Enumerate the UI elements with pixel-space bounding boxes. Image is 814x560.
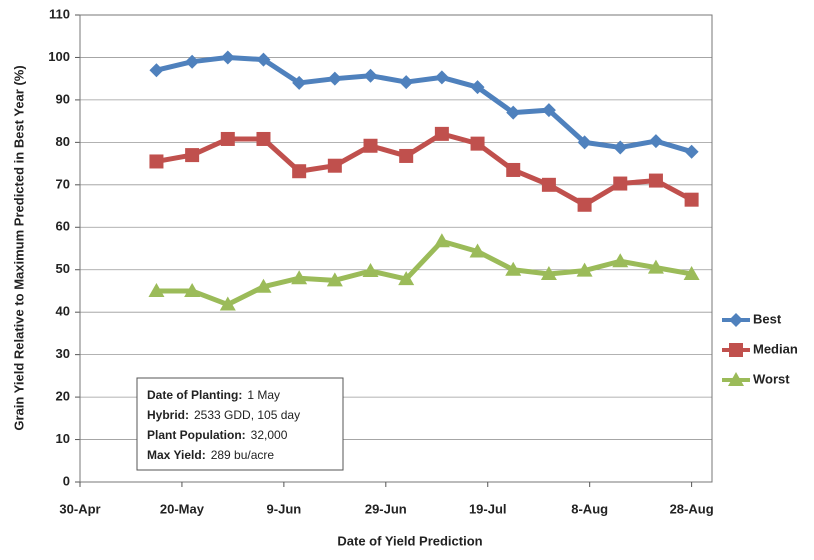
- y-tick-label: 70: [56, 176, 70, 191]
- point-marker: [684, 192, 699, 207]
- x-tick-label: 28-Aug: [670, 501, 714, 516]
- y-tick-label: 20: [56, 389, 70, 404]
- point-marker: [648, 134, 663, 149]
- info-line: Date of Planting: 1 May: [147, 388, 280, 402]
- point-marker: [469, 243, 486, 258]
- point-marker: [470, 80, 485, 95]
- point-marker: [612, 253, 629, 268]
- legend-label: Worst: [753, 371, 790, 386]
- point-marker: [292, 75, 307, 90]
- point-marker: [434, 126, 449, 141]
- y-tick-label: 100: [48, 49, 70, 64]
- x-tick-label: 9-Jun: [267, 501, 302, 516]
- point-marker: [185, 54, 200, 69]
- info-line: Max Yield: 289 bu/acre: [147, 448, 274, 462]
- info-label: Date of Planting:: [147, 388, 242, 402]
- y-tick-label: 90: [56, 91, 70, 106]
- point-marker: [327, 158, 342, 173]
- point-marker: [399, 148, 414, 163]
- info-box-frame: [136, 377, 344, 471]
- point-marker: [434, 70, 449, 85]
- point-marker: [363, 68, 378, 83]
- info-line: Hybrid: 2533 GDD, 105 day: [147, 408, 300, 422]
- point-marker: [291, 270, 308, 285]
- legend-marker: [729, 313, 743, 327]
- info-box: Date of Planting: 1 May Hybrid: 2533 GDD, 1…: [136, 377, 344, 471]
- x-tick-label: 8-Aug: [571, 501, 608, 516]
- point-marker: [684, 144, 699, 159]
- point-marker: [149, 154, 164, 169]
- point-marker: [398, 271, 415, 286]
- point-marker: [540, 265, 557, 280]
- point-marker: [433, 233, 450, 248]
- x-tick-label: 29-Jun: [365, 501, 407, 516]
- point-marker: [185, 148, 200, 163]
- legend-marker: [728, 372, 744, 386]
- point-marker: [148, 282, 165, 297]
- y-axis-title: Grain Yield Relative to Maximum Predicte…: [11, 65, 26, 430]
- point-marker: [220, 131, 235, 146]
- info-label: Max Yield:: [147, 448, 206, 462]
- point-marker: [184, 282, 201, 297]
- info-value: 2533 GDD, 105 day: [194, 408, 300, 422]
- y-tick-label: 40: [56, 304, 70, 319]
- point-marker: [683, 265, 700, 280]
- series-line: [156, 131, 693, 208]
- point-marker: [505, 261, 522, 276]
- point-marker: [255, 278, 272, 293]
- y-tick-label: 0: [63, 473, 70, 488]
- info-value: 289 bu/acre: [211, 448, 275, 462]
- point-marker: [577, 135, 592, 150]
- series-line: [156, 238, 693, 308]
- legend-label: Median: [753, 341, 798, 356]
- point-marker: [541, 177, 556, 192]
- info-line: Plant Population: 32,000: [147, 428, 288, 442]
- x-axis-title: Date of Yield Prediction: [337, 533, 482, 548]
- point-marker: [648, 173, 663, 188]
- info-label: Plant Population:: [147, 428, 246, 442]
- point-marker: [577, 197, 592, 212]
- point-marker: [363, 138, 378, 153]
- info-value: 1 May: [247, 388, 280, 402]
- point-marker: [506, 162, 521, 177]
- y-tick-label: 80: [56, 134, 70, 149]
- point-marker: [470, 136, 485, 151]
- y-tick-label: 110: [49, 6, 70, 21]
- point-marker: [292, 164, 307, 179]
- legend-marker: [729, 343, 743, 357]
- point-marker: [219, 296, 236, 311]
- info-label: Hybrid:: [147, 408, 189, 422]
- point-marker: [256, 131, 271, 146]
- y-tick-label: 50: [56, 261, 70, 276]
- x-tick-label: 20-May: [160, 501, 205, 516]
- plot-frame: [79, 14, 713, 483]
- point-marker: [327, 71, 342, 86]
- point-marker: [326, 272, 343, 287]
- x-tick-label: 19-Jul: [469, 501, 507, 516]
- series-line: [155, 54, 693, 155]
- y-tick-label: 60: [56, 219, 70, 234]
- point-marker: [506, 105, 521, 120]
- point-marker: [399, 75, 414, 90]
- point-marker: [541, 103, 556, 118]
- point-marker: [362, 263, 379, 278]
- point-marker: [613, 140, 628, 155]
- point-marker: [149, 63, 164, 78]
- point-marker: [256, 52, 271, 67]
- point-marker: [576, 262, 593, 277]
- legend-label: Best: [753, 311, 782, 326]
- point-marker: [613, 176, 628, 191]
- x-tick-label: 30-Apr: [59, 501, 100, 516]
- y-tick-label: 30: [56, 346, 70, 361]
- y-tick-label: 10: [56, 431, 70, 446]
- point-marker: [220, 50, 235, 65]
- point-marker: [647, 259, 664, 274]
- info-value: 32,000: [251, 428, 288, 442]
